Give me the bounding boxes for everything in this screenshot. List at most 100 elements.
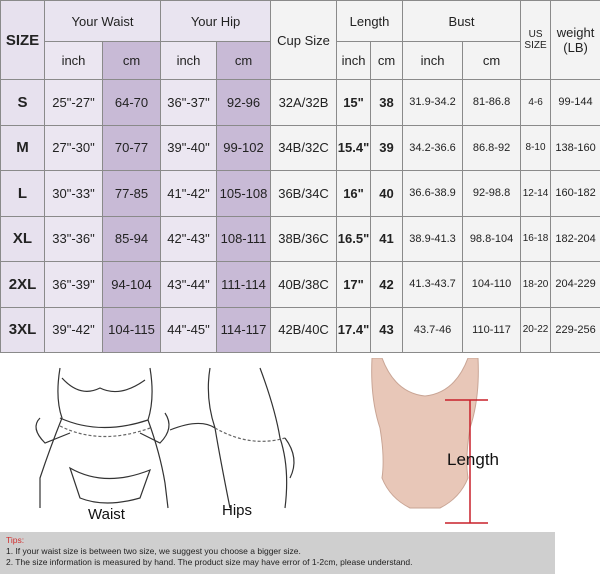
cell-hip-cm: 99-102 bbox=[215, 124, 272, 171]
cell-size: XL bbox=[0, 215, 45, 262]
header-size: SIZE bbox=[0, 0, 45, 80]
cell-bust-cm: 98.8-104 bbox=[462, 215, 522, 262]
hip-figure-icon bbox=[169, 367, 295, 509]
cell-waist-inch: 25"-27" bbox=[44, 79, 103, 126]
header-hip: Your Hip bbox=[159, 0, 272, 42]
cell-hip-inch: 44"-45" bbox=[160, 306, 217, 353]
waist-figure-icon bbox=[35, 367, 170, 509]
cell-length-inch: 17.4" bbox=[336, 306, 372, 353]
cell-waist-cm: 77-85 bbox=[102, 170, 161, 217]
cell-bust-cm: 86.8-92 bbox=[462, 124, 522, 171]
cell-waist-inch: 39"-42" bbox=[44, 306, 103, 353]
cell-cup-size: 42B/40C bbox=[270, 306, 338, 353]
table-row: 2XL 36"-39" 94-104 43"-44" 111-114 40B/38C 17"… bbox=[0, 261, 600, 308]
cell-length-inch: 17" bbox=[336, 261, 372, 308]
cell-weight: 160-182 bbox=[550, 170, 600, 217]
header-waist-inch: inch bbox=[44, 41, 103, 80]
cell-hip-inch: 43"-44" bbox=[160, 261, 217, 308]
cell-waist-cm: 70-77 bbox=[102, 124, 161, 171]
cell-waist-cm: 104-115 bbox=[102, 306, 161, 353]
cell-bust-cm: 92-98.8 bbox=[462, 170, 522, 217]
hips-label: Hips bbox=[222, 502, 253, 519]
cell-bust-inch: 34.2-36.6 bbox=[402, 124, 464, 171]
size-chart-table: SIZE Your Waist Your Hip Cup Size Length… bbox=[0, 0, 600, 353]
cell-bust-inch: 41.3-43.7 bbox=[402, 261, 464, 308]
cell-us-size: 4-6 bbox=[520, 79, 552, 126]
header-bust-cm: cm bbox=[462, 41, 522, 80]
waist-label: Waist bbox=[88, 506, 125, 523]
length-label: Length bbox=[447, 450, 499, 469]
header-length: Length bbox=[336, 0, 404, 42]
cell-cup-size: 34B/32C bbox=[270, 124, 338, 171]
cell-bust-cm: 81-86.8 bbox=[462, 79, 522, 126]
cell-hip-cm: 105-108 bbox=[215, 170, 272, 217]
cell-size: M bbox=[0, 124, 45, 171]
measurement-illustrations: Waist Hips Length bbox=[0, 357, 600, 530]
cell-length-inch: 15" bbox=[336, 79, 372, 126]
cell-cup-size: 40B/38C bbox=[270, 261, 338, 308]
cell-weight: 99-144 bbox=[550, 79, 600, 126]
cell-length-cm: 42 bbox=[370, 261, 404, 308]
cell-hip-cm: 114-117 bbox=[215, 306, 272, 353]
cell-weight: 229-256 bbox=[550, 306, 600, 353]
cell-length-inch: 15.4" bbox=[336, 124, 372, 171]
cell-length-cm: 40 bbox=[370, 170, 404, 217]
header-weight: weight (LB) bbox=[550, 0, 600, 80]
header-cup-size: Cup Size bbox=[270, 0, 338, 80]
cell-us-size: 16-18 bbox=[520, 215, 552, 262]
cell-cup-size: 38B/36C bbox=[270, 215, 338, 262]
cell-waist-cm: 85-94 bbox=[102, 215, 161, 262]
cell-weight: 138-160 bbox=[550, 124, 600, 171]
cell-weight: 204-229 bbox=[550, 261, 600, 308]
header-bust: Bust bbox=[402, 0, 522, 42]
header-waist-cm: cm bbox=[102, 41, 161, 80]
cell-length-cm: 39 bbox=[370, 124, 404, 171]
table-row: M 27"-30" 70-77 39"-40" 99-102 34B/32C 15.4" 39… bbox=[0, 124, 600, 171]
cell-size: L bbox=[0, 170, 45, 217]
cell-hip-cm: 108-111 bbox=[215, 215, 272, 262]
cell-waist-inch: 36"-39" bbox=[44, 261, 103, 308]
table-row: XL 33"-36" 85-94 42"-43" 108-111 38B/36C 16.5"… bbox=[0, 215, 600, 262]
cell-waist-inch: 27"-30" bbox=[44, 124, 103, 171]
cell-size: S bbox=[0, 79, 45, 126]
tip-line-2: 2. The size information is measured by h… bbox=[6, 557, 413, 567]
cell-length-inch: 16" bbox=[336, 170, 372, 217]
cell-weight: 182-204 bbox=[550, 215, 600, 262]
cell-size: 3XL bbox=[0, 306, 45, 353]
cell-hip-cm: 111-114 bbox=[215, 261, 272, 308]
cell-hip-cm: 92-96 bbox=[215, 79, 272, 126]
cell-hip-inch: 36"-37" bbox=[160, 79, 217, 126]
tips-title: Tips: bbox=[6, 535, 25, 545]
header-hip-inch: inch bbox=[160, 41, 217, 80]
cell-us-size: 18-20 bbox=[520, 261, 552, 308]
cell-size: 2XL bbox=[0, 261, 45, 308]
cell-cup-size: 36B/34C bbox=[270, 170, 338, 217]
cell-waist-inch: 30"-33" bbox=[44, 170, 103, 217]
header-us-size: US SIZE bbox=[520, 0, 552, 80]
cell-hip-inch: 42"-43" bbox=[160, 215, 217, 262]
cell-bust-inch: 38.9-41.3 bbox=[402, 215, 464, 262]
cell-bust-inch: 43.7-46 bbox=[402, 306, 464, 353]
table-row: 3XL 39"-42" 104-115 44"-45" 114-117 42B/40C 17… bbox=[0, 306, 600, 353]
table-row: S 25"-27" 64-70 36"-37" 92-96 32A/32B 15" 38 31.… bbox=[0, 79, 600, 126]
cell-length-cm: 38 bbox=[370, 79, 404, 126]
header-hip-cm: cm bbox=[215, 41, 272, 80]
cell-us-size: 8-10 bbox=[520, 124, 552, 171]
cell-waist-inch: 33"-36" bbox=[44, 215, 103, 262]
cell-length-cm: 43 bbox=[370, 306, 404, 353]
cell-us-size: 12-14 bbox=[520, 170, 552, 217]
cell-cup-size: 32A/32B bbox=[270, 79, 338, 126]
header-length-cm: cm bbox=[370, 41, 404, 80]
tips-box: Tips: 1. If your waist size is between t… bbox=[0, 532, 555, 574]
bodysuit-image bbox=[371, 357, 479, 509]
header-bust-inch: inch bbox=[402, 41, 464, 80]
table-row: L 30"-33" 77-85 41"-42" 105-108 36B/34C 16" 40 3… bbox=[0, 170, 600, 217]
cell-hip-inch: 41"-42" bbox=[160, 170, 217, 217]
cell-bust-inch: 31.9-34.2 bbox=[402, 79, 464, 126]
cell-waist-cm: 94-104 bbox=[102, 261, 161, 308]
cell-bust-cm: 110-117 bbox=[462, 306, 522, 353]
tip-line-1: 1. If your waist size is between two siz… bbox=[6, 546, 301, 556]
header-length-inch: inch bbox=[336, 41, 372, 80]
measurement-drawings bbox=[35, 357, 488, 524]
cell-bust-cm: 104-110 bbox=[462, 261, 522, 308]
